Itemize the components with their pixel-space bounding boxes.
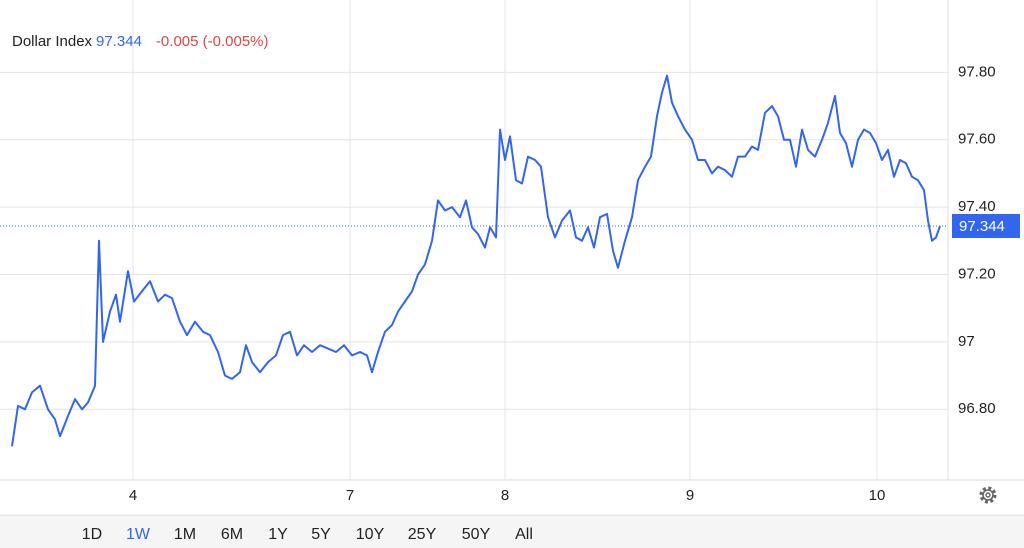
range-button[interactable]: 1Y <box>268 526 288 543</box>
price-change: -0.005 (-0.005%) <box>156 33 269 50</box>
x-tick-label: 7 <box>346 487 354 504</box>
range-button[interactable]: 6M <box>221 526 243 543</box>
chart-title: Dollar Index <box>12 33 93 50</box>
x-tick-label: 9 <box>686 487 694 504</box>
y-tick-label: 97.80 <box>958 63 996 80</box>
range-button[interactable]: 1M <box>174 526 196 543</box>
range-button[interactable]: 50Y <box>462 526 491 543</box>
x-tick-label: 8 <box>501 487 509 504</box>
price-line <box>11 74 941 447</box>
y-tick-label: 97 <box>958 333 975 350</box>
x-tick-label: 4 <box>129 487 137 504</box>
range-button[interactable]: 5Y <box>311 526 331 543</box>
y-tick-label: 97.60 <box>958 131 996 148</box>
settings-icon[interactable] <box>979 486 997 504</box>
range-button[interactable]: 10Y <box>356 526 385 543</box>
range-bar <box>0 515 1024 548</box>
range-button[interactable]: 25Y <box>408 526 437 543</box>
range-button[interactable]: 1D <box>82 526 102 543</box>
y-tick-label: 97.40 <box>958 198 996 215</box>
range-button[interactable]: 1W <box>126 526 151 543</box>
range-button[interactable]: All <box>515 526 533 543</box>
last-price-tag <box>952 213 1020 238</box>
last-price: 97.344 <box>96 33 142 50</box>
last-price-label: 97.344 <box>959 218 1005 235</box>
y-tick-label: 97.20 <box>958 265 996 282</box>
x-tick-label: 10 <box>869 487 886 504</box>
y-tick-label: 96.80 <box>958 400 996 417</box>
